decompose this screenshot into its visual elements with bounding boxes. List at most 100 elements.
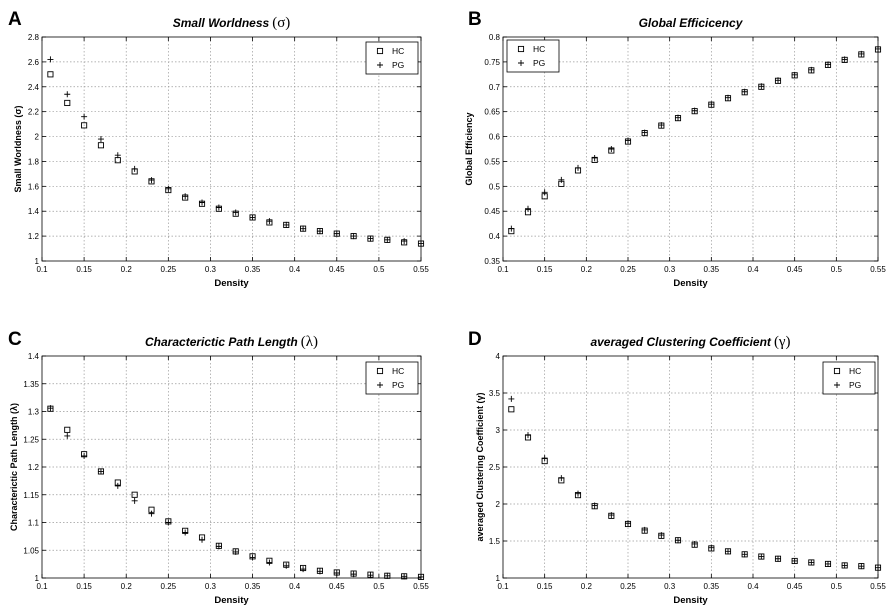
y-axis-label: Small Worldness (σ): [13, 105, 23, 192]
data-point-pg: [775, 77, 781, 84]
x-tick-label: 0.45: [329, 265, 345, 274]
data-point-pg: [165, 185, 172, 192]
legend-marker-hc: [376, 367, 384, 375]
panel-b: B Global Efficicency 0.1 0.15 0.2 0.25 0.3 0.35…: [464, 9, 886, 289]
data-point-pg: [608, 146, 615, 152]
x-tick-label: 0.3: [205, 265, 217, 274]
legend-marker-pg: [518, 60, 524, 66]
data-point-pg: [266, 559, 273, 566]
legend: HC PG: [822, 361, 876, 395]
legend: HC PG: [365, 41, 419, 75]
y-tick-label: 0.45: [484, 207, 500, 216]
chart-title: Global Efficicency: [639, 16, 744, 30]
y-tick-label: 0.75: [484, 58, 500, 67]
data-point-pg: [591, 154, 598, 161]
data-point-hc: [64, 99, 71, 107]
legend: HC PG: [506, 39, 560, 73]
data-point-pg: [541, 455, 548, 462]
x-tick-label: 0.3: [664, 265, 676, 274]
chart-title: Characterictic Path Length (λ): [145, 334, 318, 350]
data-point-pg: [316, 568, 323, 575]
y-axis-label: Global Efficiency: [464, 112, 474, 185]
y-axis-label: Characterictic Path Length (λ): [9, 403, 19, 531]
x-tick-label: 0.2: [581, 265, 593, 274]
data-point-pg: [525, 432, 531, 439]
series-pg: [508, 395, 881, 571]
y-tick-label: 1.4: [28, 207, 40, 216]
data-point-pg: [625, 520, 631, 527]
data-point-pg: [825, 61, 831, 68]
x-tick-label: 0.5: [831, 582, 843, 591]
data-point-pg: [875, 564, 881, 571]
x-tick-label: 0.55: [413, 582, 429, 591]
x-tick-label: 0.25: [161, 582, 177, 591]
chart-title-text: averaged Clustering Coefficient: [590, 335, 771, 349]
plot-area: [502, 36, 879, 262]
data-point-pg: [575, 490, 581, 497]
x-tick-label: 0.55: [870, 265, 886, 274]
x-tick-label: 0.5: [831, 265, 843, 274]
data-point-pg: [249, 214, 256, 221]
legend-marker-pg: [377, 382, 383, 388]
data-point-pg: [658, 122, 665, 129]
data-point-pg: [641, 526, 648, 533]
data-point-pg: [725, 548, 731, 555]
data-point-pg: [266, 218, 273, 225]
data-point-pg: [64, 91, 71, 98]
data-point-pg: [148, 510, 155, 517]
data-point-pg: [199, 199, 206, 206]
series-pg: [508, 45, 881, 232]
data-point-pg: [841, 562, 848, 569]
y-tick-label: 1.4: [28, 352, 40, 361]
y-tick-label: 2: [496, 500, 501, 509]
y-tick-label: 3.5: [489, 389, 501, 398]
y-tick-label: 0.55: [484, 157, 500, 166]
x-tick-label: 0.25: [620, 265, 636, 274]
x-tick-label: 0.5: [373, 265, 385, 274]
chart-title-text: Small Worldness: [173, 16, 270, 30]
data-point-pg: [249, 554, 256, 561]
x-tick-label: 0.1: [36, 265, 48, 274]
data-point-pg: [525, 205, 531, 212]
data-point-pg: [350, 233, 357, 240]
data-point-pg: [182, 193, 189, 200]
legend-label-pg: PG: [392, 380, 404, 390]
data-point-pg: [675, 537, 681, 544]
y-tick-label: 1: [35, 257, 40, 266]
y-tick-label: 1.1: [28, 519, 40, 528]
data-point-pg: [691, 107, 698, 114]
data-point-pg: [575, 164, 581, 171]
x-axis-label: Density: [673, 595, 708, 606]
data-point-pg: [758, 553, 765, 560]
y-tick-label: 1.2: [28, 232, 40, 241]
data-point-pg: [131, 497, 138, 504]
data-point-pg: [541, 189, 548, 196]
data-point-pg: [300, 225, 307, 232]
data-point-pg: [725, 94, 731, 101]
data-point-pg: [791, 71, 798, 78]
data-point-pg: [641, 129, 648, 136]
data-point-pg: [64, 432, 71, 439]
data-point-pg: [215, 543, 222, 550]
data-point-pg: [47, 56, 54, 63]
data-point-pg: [858, 50, 865, 57]
x-axis-label: Density: [214, 278, 249, 289]
y-tick-label: 0.5: [489, 182, 501, 191]
x-tick-label: 0.1: [497, 265, 509, 274]
plot-area: [41, 36, 422, 262]
data-point-pg: [875, 45, 881, 52]
y-tick-label: 2.2: [28, 108, 40, 117]
data-point-pg: [708, 544, 715, 551]
data-point-pg: [333, 570, 340, 577]
legend-box: [365, 41, 419, 75]
legend-marker-hc: [833, 367, 841, 375]
legend-label-pg: PG: [849, 380, 861, 390]
data-point-pg: [741, 88, 748, 95]
x-tick-label: 0.15: [537, 265, 553, 274]
data-point-pg: [232, 548, 239, 555]
legend-box: [822, 361, 876, 395]
x-tick-label: 0.4: [747, 265, 759, 274]
legend-marker-hc: [517, 45, 525, 53]
data-point-pg: [841, 56, 848, 63]
